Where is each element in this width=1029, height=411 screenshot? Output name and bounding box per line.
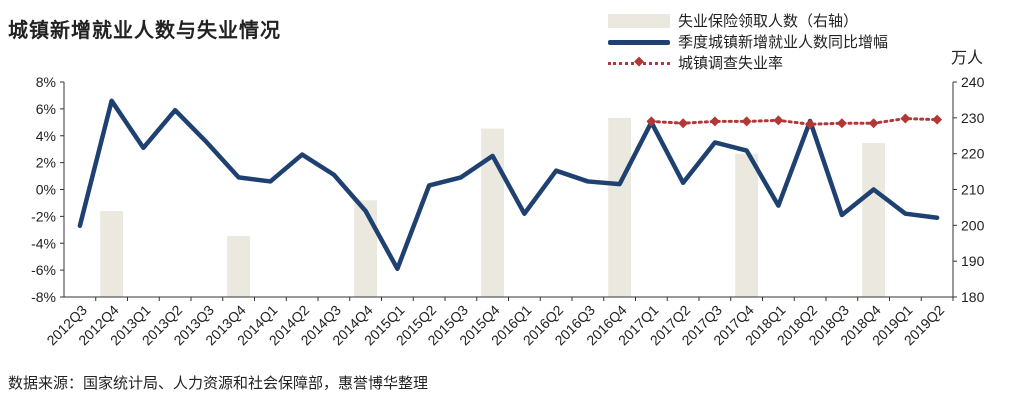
- legend-swatch-dotted: [608, 52, 670, 72]
- point-unemployment-2018Q3: [836, 118, 847, 129]
- legend-label-dotted: 城镇调查失业率: [678, 53, 784, 72]
- point-yoy-2016Q4: [619, 183, 621, 185]
- left-tick-label: -8%: [31, 289, 56, 305]
- legend-label-bar: 失业保险领取人数（右轴）: [678, 11, 859, 30]
- right-tick-label: 200: [961, 217, 985, 233]
- point-yoy-2017Q4: [746, 150, 748, 152]
- right-tick-label: 180: [961, 289, 985, 305]
- left-tick-label: 0%: [36, 182, 56, 198]
- point-yoy-2016Q2: [555, 170, 557, 172]
- bar-2018Q4: [862, 142, 886, 297]
- legend-item-bar: 失业保险领取人数（右轴）: [608, 10, 888, 31]
- series-line-unemployment: [649, 117, 939, 126]
- point-yoy-2015Q1: [396, 268, 398, 270]
- left-tick-label: -4%: [31, 235, 56, 251]
- point-unemployment-2019Q2: [932, 114, 943, 125]
- point-yoy-2014Q2: [301, 154, 303, 156]
- point-yoy-2018Q4: [873, 189, 875, 190]
- point-unemployment-2017Q2: [678, 118, 689, 129]
- point-yoy-2015Q2: [428, 184, 430, 186]
- right-tick-label: 220: [961, 146, 985, 162]
- point-unemployment-2017Q1: [646, 116, 657, 127]
- source-note: 数据来源：国家统计局、人力资源和社会保障部，惠誉博华整理: [8, 374, 429, 392]
- chart-title: 城镇新增就业人数与失业情况: [8, 18, 281, 42]
- point-yoy-2015Q3: [460, 176, 462, 178]
- left-tick-label: 8%: [36, 74, 56, 90]
- legend-label-line: 季度城镇新增就业人数同比增幅: [678, 32, 889, 51]
- legend-item-line: 季度城镇新增就业人数同比增幅: [608, 31, 888, 52]
- left-tick-label: -2%: [31, 208, 56, 224]
- left-tick-label: 4%: [36, 128, 56, 144]
- point-yoy-2017Q2: [682, 182, 684, 184]
- point-yoy-2012Q4: [111, 100, 113, 102]
- point-yoy-2014Q3: [333, 174, 335, 176]
- point-unemployment-2017Q3: [709, 116, 720, 127]
- point-unemployment-2018Q2: [805, 119, 816, 130]
- point-unemployment-2019Q1: [900, 113, 911, 124]
- point-unemployment-2017Q4: [741, 116, 752, 127]
- point-yoy-2013Q3: [206, 141, 208, 143]
- point-yoy-2018Q1: [777, 205, 779, 207]
- point-yoy-2013Q4: [238, 176, 240, 178]
- right-tick-label: 210: [961, 182, 985, 198]
- bar-2013Q4: [227, 236, 251, 297]
- point-yoy-2013Q1: [142, 147, 144, 149]
- legend-item-dotted: 城镇调查失业率: [608, 52, 888, 73]
- point-unemployment-2018Q1: [773, 115, 784, 126]
- point-yoy-2016Q1: [523, 213, 525, 215]
- bar-2016Q4: [608, 117, 632, 297]
- left-tick-label: -6%: [31, 262, 56, 278]
- point-yoy-2018Q3: [841, 214, 843, 216]
- point-unemployment-2018Q4: [868, 118, 879, 129]
- legend-swatch-bar: [608, 13, 670, 28]
- legend-swatch-line: [608, 35, 670, 49]
- series-line-yoy: [77, 98, 940, 272]
- bar-2017Q4: [735, 153, 759, 297]
- point-yoy-2019Q2: [936, 217, 938, 219]
- bar-2012Q4: [100, 211, 124, 297]
- point-yoy-2013Q2: [174, 109, 176, 111]
- right-tick-label: 190: [961, 253, 985, 269]
- point-yoy-2016Q3: [587, 180, 589, 182]
- point-yoy-2017Q3: [714, 141, 716, 143]
- left-tick-label: 2%: [36, 155, 56, 171]
- right-tick-label: 240: [961, 74, 985, 90]
- legend: 失业保险领取人数（右轴） 季度城镇新增就业人数同比增幅 城镇调查失业率: [608, 10, 888, 73]
- point-yoy-2014Q1: [269, 180, 271, 182]
- left-tick-label: 6%: [36, 101, 56, 117]
- right-tick-label: 230: [961, 110, 985, 126]
- point-yoy-2015Q4: [492, 155, 494, 157]
- point-yoy-2014Q4: [365, 210, 367, 212]
- point-yoy-2012Q3: [79, 225, 81, 227]
- right-axis-unit: 万人: [951, 48, 984, 67]
- point-yoy-2019Q1: [904, 213, 906, 215]
